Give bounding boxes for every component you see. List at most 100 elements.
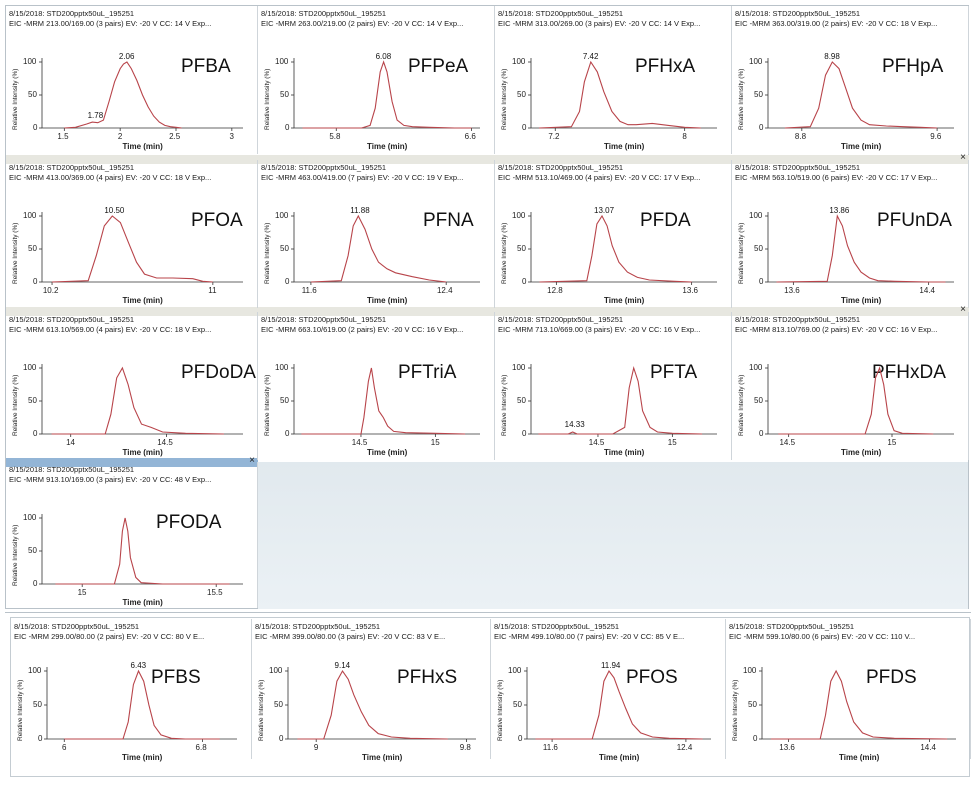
eic-trace (540, 216, 692, 282)
axis-frame (42, 514, 243, 584)
eic-trace (301, 368, 465, 434)
peak-retention-label: 14.33 (565, 420, 585, 429)
y-tick-label: 50 (517, 244, 526, 253)
eic-trace (539, 62, 701, 128)
chromatogram-panel-pfta[interactable]: 8/15/2018: STD200pptx50uL_195251 EIC -MRM… (495, 312, 731, 460)
chromatogram-panel-pftria[interactable]: 8/15/2018: STD200pptx50uL_195251 EIC -MRM… (258, 312, 494, 460)
chromatogram-plot (258, 160, 494, 308)
x-tick-label: 9.8 (460, 743, 471, 752)
chromatogram-panel-pfhxs[interactable]: 8/15/2018: STD200pptx50uL_195251 EIC -MRM… (252, 619, 490, 759)
x-tick-label: 7.2 (548, 132, 559, 141)
eic-trace (64, 62, 181, 128)
x-tick-label: 12.4 (437, 286, 453, 295)
chromatogram-plot (252, 619, 490, 759)
chromatogram-panel-pfhxa[interactable]: 8/15/2018: STD200pptx50uL_195251 EIC -MRM… (495, 6, 731, 154)
x-tick-label: 14.5 (157, 438, 173, 447)
chromatogram-panel-pfhpa[interactable]: 8/15/2018: STD200pptx50uL_195251 EIC -MRM… (732, 6, 968, 154)
x-tick-label: 11.6 (302, 286, 317, 295)
y-tick-label: 0 (285, 277, 289, 286)
y-tick-label: 100 (275, 57, 288, 66)
x-tick-label: 14.4 (920, 743, 936, 752)
y-tick-label: 100 (23, 513, 36, 522)
chromatogram-plot (11, 619, 251, 759)
x-tick-label: 14.5 (589, 438, 605, 447)
y-tick-label: 100 (512, 363, 525, 372)
axis-frame (288, 667, 476, 739)
y-tick-label: 0 (33, 123, 37, 132)
y-tick-label: 100 (512, 57, 525, 66)
y-tick-label: 0 (522, 123, 526, 132)
chromatogram-plot (491, 619, 725, 759)
y-tick-label: 0 (285, 429, 289, 438)
panel-separator (968, 312, 969, 460)
eic-trace (777, 216, 946, 282)
x-tick-label: 9 (314, 743, 318, 752)
x-tick-label: 6.6 (465, 132, 476, 141)
y-tick-label: 100 (275, 211, 288, 220)
x-tick-label: 15.5 (207, 588, 223, 597)
chromatogram-panel-pfoda[interactable]: 8/15/2018: STD200pptx50uL_195251 EIC -MRM… (6, 462, 257, 608)
y-tick-label: 100 (508, 666, 521, 675)
y-tick-label: 100 (512, 211, 525, 220)
x-tick-label: 14.5 (779, 438, 795, 447)
y-tick-label: 50 (28, 546, 37, 555)
chromatogram-panel-pfda[interactable]: 8/15/2018: STD200pptx50uL_195251 EIC -MRM… (495, 160, 731, 308)
chromatogram-panel-pfna[interactable]: 8/15/2018: STD200pptx50uL_195251 EIC -MRM… (258, 160, 494, 308)
axis-frame (768, 364, 954, 434)
chromatogram-panel-pfoa[interactable]: 8/15/2018: STD200pptx50uL_195251 EIC -MRM… (6, 160, 257, 308)
x-tick-label: 12.8 (547, 286, 563, 295)
chromatogram-plot (258, 312, 494, 460)
x-tick-label: 9.6 (930, 132, 941, 141)
x-tick-label: 13.6 (779, 743, 795, 752)
eic-trace (52, 216, 213, 282)
y-tick-label: 50 (28, 90, 37, 99)
x-tick-label: 10.2 (43, 286, 59, 295)
x-tick-label: 6 (62, 743, 66, 752)
panel-separator (968, 6, 969, 154)
peak-retention-label: 1.78 (88, 111, 104, 120)
chromatogram-panel-pfds[interactable]: 8/15/2018: STD200pptx50uL_195251 EIC -MRM… (726, 619, 970, 759)
y-tick-label: 50 (280, 90, 289, 99)
x-tick-label: 2 (118, 132, 122, 141)
chromatogram-panel-pfpea[interactable]: 8/15/2018: STD200pptx50uL_195251 EIC -MRM… (258, 6, 494, 154)
x-tick-label: 11.6 (543, 743, 558, 752)
peak-retention-label: 13.07 (594, 206, 614, 215)
x-tick-label: 15 (668, 438, 677, 447)
chromatogram-panel-pfbs[interactable]: 8/15/2018: STD200pptx50uL_195251 EIC -MRM… (11, 619, 251, 759)
peak-retention-label: 7.42 (583, 52, 599, 61)
chromatogram-panel-pfos[interactable]: 8/15/2018: STD200pptx50uL_195251 EIC -MRM… (491, 619, 725, 759)
y-tick-label: 0 (38, 734, 42, 743)
y-tick-label: 50 (754, 244, 763, 253)
chromatogram-panel-pfhxda[interactable]: 8/15/2018: STD200pptx50uL_195251 EIC -MRM… (732, 312, 968, 460)
chromatogram-panel-pfdoda[interactable]: 8/15/2018: STD200pptx50uL_195251 EIC -MRM… (6, 312, 257, 460)
chromatogram-plot (495, 312, 731, 460)
y-tick-label: 100 (749, 363, 762, 372)
x-tick-label: 11 (208, 286, 216, 295)
peak-retention-label: 11.94 (601, 661, 620, 670)
eic-trace (297, 671, 447, 739)
y-tick-label: 100 (23, 211, 36, 220)
y-tick-label: 100 (743, 666, 756, 675)
chromatogram-plot (732, 312, 968, 460)
x-tick-label: 2.5 (169, 132, 180, 141)
chromatogram-panel-pfba[interactable]: 8/15/2018: STD200pptx50uL_195251 EIC -MRM… (6, 6, 257, 154)
x-tick-label: 13.6 (784, 286, 800, 295)
y-tick-label: 50 (33, 700, 42, 709)
y-tick-label: 0 (279, 734, 283, 743)
chromatogram-plot (6, 312, 257, 460)
y-tick-label: 50 (280, 396, 289, 405)
y-tick-label: 50 (280, 244, 289, 253)
chromatogram-plot (726, 619, 970, 759)
peak-retention-label: 2.06 (119, 52, 135, 61)
panel-separator (257, 462, 258, 608)
x-tick-label: 12.4 (677, 743, 693, 752)
x-tick-label: 14 (66, 438, 75, 447)
y-tick-label: 0 (33, 277, 37, 286)
y-tick-label: 50 (517, 396, 526, 405)
eic-trace (311, 216, 446, 282)
axis-frame (531, 364, 717, 434)
y-tick-label: 0 (753, 734, 757, 743)
section-divider (5, 612, 971, 613)
peak-retention-label: 9.14 (335, 661, 351, 670)
chromatogram-panel-pfunda[interactable]: 8/15/2018: STD200pptx50uL_195251 EIC -MRM… (732, 160, 968, 308)
